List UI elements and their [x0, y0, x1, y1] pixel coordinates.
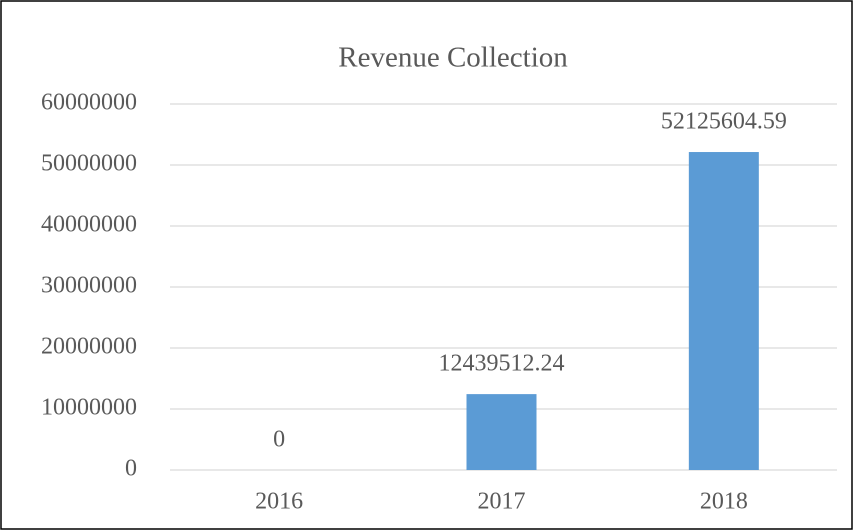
y-tick-label: 40000000	[41, 212, 137, 238]
chart-title: Revenue Collection	[338, 42, 568, 74]
bar	[466, 394, 537, 470]
y-tick-label: 30000000	[41, 273, 137, 299]
data-label: 12439512.24	[439, 351, 565, 377]
bar	[688, 152, 759, 470]
data-label: 0	[273, 427, 285, 453]
y-tick-label: 0	[125, 456, 137, 482]
x-tick-label: 2017	[478, 489, 526, 515]
x-tick-label: 2018	[700, 489, 748, 515]
y-tick-label: 10000000	[41, 395, 137, 421]
y-tick-label: 20000000	[41, 334, 137, 360]
x-tick-label: 2016	[255, 489, 303, 515]
y-tick-label: 60000000	[41, 90, 137, 116]
data-label: 52125604.59	[661, 109, 787, 135]
y-tick-label: 50000000	[41, 151, 137, 177]
